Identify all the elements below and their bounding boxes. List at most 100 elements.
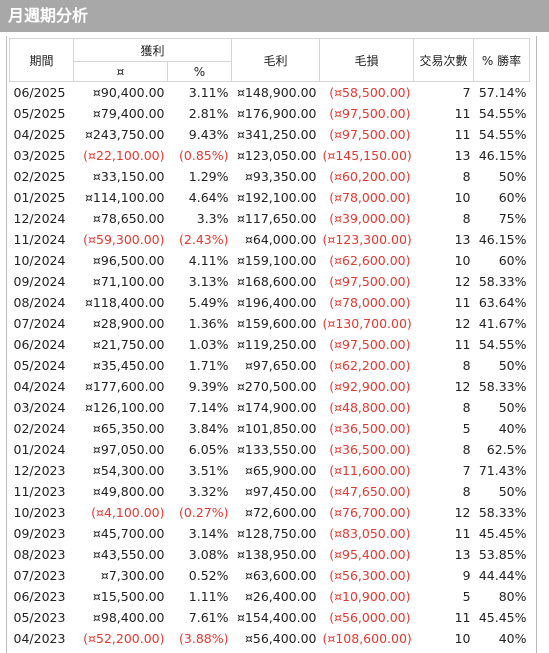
table-cell: ¤196,400.00	[236, 295, 317, 310]
table-cell: ¤98,400.00	[92, 610, 165, 625]
table-row: 10/2023 (¤4,100.00) (0.27%) ¤72,600.00 (¤76,…	[10, 502, 530, 523]
table-cell: 05/2025	[13, 106, 66, 121]
table-cell: 04/2024	[13, 379, 66, 394]
table-cell: 3.51%	[188, 463, 229, 478]
table-cell: (¤58,500.00)	[329, 85, 411, 100]
table-cell: (¤22,100.00)	[83, 148, 165, 163]
table-cell: (¤56,000.00)	[329, 610, 411, 625]
table-cell: 09/2023	[13, 526, 66, 541]
table-cell: 07/2023	[13, 568, 66, 583]
table-cell: 6.05%	[188, 442, 229, 457]
table-cell: 13	[454, 148, 471, 163]
table-cell: ¤97,450.00	[244, 484, 317, 499]
table-cell: (¤60,200.00)	[329, 169, 411, 184]
table-cell: 54.55%	[478, 106, 527, 121]
table-cell: 1.29%	[188, 169, 229, 184]
table-cell: ¤117,650.00	[236, 211, 317, 226]
table-row: 06/2025 ¤90,400.00 3.11% ¤148,900.00 (¤58,50…	[10, 82, 530, 104]
table-cell: 71.43%	[478, 463, 527, 478]
table-cell: (¤92,900.00)	[329, 379, 411, 394]
column-header: % 勝率	[473, 38, 531, 82]
table-frame: 期間 獲利 毛利 毛損 交易次數 % 勝率 ¤ % 06/2025 ¤90,400…	[6, 36, 537, 653]
table-cell: ¤65,900.00	[244, 463, 317, 478]
table-cell: 57.14%	[478, 85, 527, 100]
table-cell: 2.81%	[188, 106, 229, 121]
table-cell: 8	[462, 442, 471, 457]
table-cell: 54.55%	[478, 127, 527, 142]
column-header: 毛利	[231, 38, 321, 82]
table-cell: 60%	[498, 190, 527, 205]
table-cell: (2.43%)	[179, 232, 229, 247]
table-cell: 06/2023	[13, 589, 66, 604]
table-cell: 3.11%	[188, 85, 229, 100]
table-cell: 9.43%	[188, 127, 229, 142]
table-cell: 11/2024	[13, 232, 66, 247]
table-cell: ¤159,600.00	[236, 316, 317, 331]
table-cell: ¤114,100.00	[84, 190, 165, 205]
table-cell: 08/2024	[13, 295, 66, 310]
table-cell: (¤48,800.00)	[329, 400, 411, 415]
table-cell: ¤79,400.00	[92, 106, 165, 121]
table-cell: ¤118,400.00	[84, 295, 165, 310]
table-cell: (¤108,600.00)	[322, 631, 412, 646]
subcolumn-header: %	[166, 61, 233, 82]
table-row: 04/2023 (¤52,200.00) (3.88%) ¤56,400.00 (¤10…	[10, 628, 530, 649]
table-body: 06/2025 ¤90,400.00 3.11% ¤148,900.00 (¤58,50…	[10, 82, 530, 650]
table-cell: 58.33%	[478, 505, 527, 520]
table-cell: 5.49%	[188, 295, 229, 310]
table-cell: 04/2023	[13, 631, 66, 646]
table-cell: 3.13%	[188, 274, 229, 289]
table-cell: 10	[454, 631, 471, 646]
table-cell: 3.84%	[188, 421, 229, 436]
table-cell: ¤63,600.00	[244, 568, 317, 583]
table-cell: 1.11%	[188, 589, 229, 604]
subcolumn-header: ¤	[73, 61, 168, 82]
table-cell: 54.55%	[478, 337, 527, 352]
table-row: 05/2024 ¤35,450.00 1.71% ¤97,650.00 (¤62,200…	[10, 355, 530, 376]
table-cell: 02/2024	[13, 421, 66, 436]
table-cell: 8	[462, 211, 471, 226]
table-cell: 12	[454, 274, 471, 289]
table-cell: (¤76,700.00)	[329, 505, 411, 520]
table-cell: ¤243,750.00	[84, 127, 165, 142]
table-cell: 01/2025	[13, 190, 66, 205]
table-cell: ¤126,100.00	[84, 400, 165, 415]
table-cell: 7.61%	[188, 610, 229, 625]
table-cell: 11	[454, 127, 471, 142]
table-cell: (¤59,300.00)	[83, 232, 165, 247]
table-cell: ¤45,700.00	[92, 526, 165, 541]
table-row: 04/2024 ¤177,600.00 9.39% ¤270,500.00 (¤92,9…	[10, 376, 530, 397]
table-cell: 5	[462, 421, 471, 436]
table-cell: ¤97,650.00	[244, 358, 317, 373]
table-row: 08/2023 ¤43,550.00 3.08% ¤138,950.00 (¤95,40…	[10, 544, 530, 565]
table-row: 08/2024 ¤118,400.00 5.49% ¤196,400.00 (¤78,0…	[10, 292, 530, 313]
table-cell: ¤133,550.00	[236, 442, 317, 457]
table-cell: (¤39,000.00)	[329, 211, 411, 226]
table-cell: ¤26,400.00	[244, 589, 317, 604]
table-cell: 11	[454, 295, 471, 310]
table-cell: (¤83,050.00)	[329, 526, 411, 541]
table-cell: 1.03%	[188, 337, 229, 352]
table-cell: (¤47,650.00)	[329, 484, 411, 499]
table-cell: ¤72,600.00	[244, 505, 317, 520]
table-cell: (¤10,900.00)	[329, 589, 411, 604]
table-cell: 7	[462, 463, 471, 478]
table-cell: 40%	[498, 421, 527, 436]
table-cell: ¤54,300.00	[92, 463, 165, 478]
table-cell: 02/2025	[13, 169, 66, 184]
table-cell: 10	[454, 190, 471, 205]
table-cell: 12	[454, 316, 471, 331]
table-cell: (¤52,200.00)	[83, 631, 165, 646]
table-cell: 9	[462, 568, 471, 583]
table-cell: 53.85%	[478, 547, 527, 562]
table-row: 07/2023 ¤7,300.00 0.52% ¤63,600.00 (¤56,300.…	[10, 565, 530, 586]
table-row: 11/2023 ¤49,800.00 3.32% ¤97,450.00 (¤47,650…	[10, 481, 530, 502]
table-cell: (¤145,150.00)	[322, 148, 412, 163]
table: 期間 獲利 毛利 毛損 交易次數 % 勝率 ¤ % 06/2025 ¤90,400…	[9, 38, 531, 650]
column-header: 期間	[9, 38, 74, 82]
table-row: 01/2025 ¤114,100.00 4.64% ¤192,100.00 (¤78,0…	[10, 187, 530, 208]
table-row: 07/2024 ¤28,900.00 1.36% ¤159,600.00 (¤130,7…	[10, 313, 530, 334]
table-cell: ¤15,500.00	[92, 589, 165, 604]
table-row: 06/2024 ¤21,750.00 1.03% ¤119,250.00 (¤97,50…	[10, 334, 530, 355]
table-cell: 46.15%	[478, 148, 527, 163]
